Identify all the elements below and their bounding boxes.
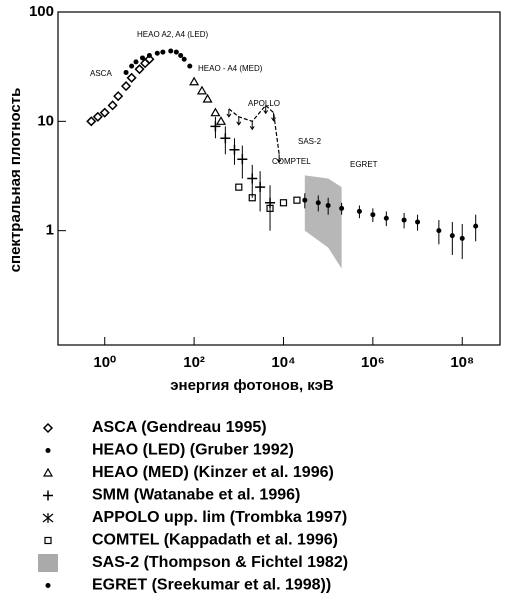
limit-arrow	[263, 105, 269, 115]
point	[173, 49, 179, 55]
point	[202, 93, 213, 103]
legend-label: ASCA (Gendreau 1995)	[92, 419, 267, 436]
point	[279, 199, 288, 207]
point	[133, 59, 139, 65]
point	[255, 182, 266, 193]
legend-label: COMTEL (Kappadath et al. 1996)	[92, 532, 338, 549]
point	[189, 76, 200, 86]
legend-label: HEAO (LED) (Gruber 1992)	[92, 442, 294, 459]
legend-symbol	[38, 554, 58, 572]
band	[304, 175, 342, 269]
legend-symbol	[42, 422, 54, 434]
point	[113, 91, 124, 102]
point	[370, 212, 376, 218]
point	[401, 217, 407, 223]
legend-symbol	[45, 448, 51, 453]
annotation: SAS-2	[298, 137, 322, 146]
limit-line	[228, 104, 280, 155]
x-tick-label: 10⁰	[93, 354, 116, 371]
point	[196, 85, 208, 95]
point	[160, 49, 166, 55]
point	[339, 205, 345, 211]
legend-symbol	[43, 490, 53, 501]
y-axis-label: спектральная плотность	[7, 88, 24, 273]
limit-arrow	[276, 154, 282, 164]
limit-arrow	[236, 116, 242, 126]
point	[210, 121, 221, 132]
annotation: COMPTEL	[272, 157, 311, 166]
point	[229, 144, 240, 155]
point	[473, 223, 479, 229]
x-axis-label: энергия фотонов, кэВ	[170, 377, 334, 394]
point	[107, 100, 118, 111]
legend-label: SMM (Watanabe et al. 1996)	[92, 487, 300, 504]
limit-arrow	[271, 112, 276, 122]
point	[99, 107, 110, 118]
point	[383, 215, 389, 221]
y-tick-label: 1	[46, 222, 54, 239]
annotation: HEAO A2, A4 (LED)	[137, 30, 208, 39]
legend-symbol	[44, 536, 52, 545]
plot-frame	[57, 11, 501, 346]
x-tick-label: 10⁶	[361, 354, 385, 371]
y-tick-label: 10	[37, 112, 54, 129]
point	[215, 116, 227, 125]
annotation: EGRET	[350, 160, 378, 169]
point	[210, 107, 221, 117]
legend-label: EGRET (Sreekumar et al. 1998))	[92, 577, 331, 594]
point	[139, 55, 145, 61]
annotation: ASCA	[90, 69, 112, 78]
legend-symbol	[42, 513, 54, 523]
legend-symbol	[42, 467, 54, 477]
limit-arrow	[249, 121, 255, 131]
point	[178, 53, 184, 59]
point	[235, 183, 243, 191]
legend-label: SAS-2 (Thompson & Fichtel 1982)	[92, 554, 348, 571]
point	[126, 72, 137, 83]
legend-label: APPOLO upp. lim (Trombka 1997)	[92, 509, 347, 526]
annotation: APOLLO	[248, 99, 280, 108]
point	[315, 200, 321, 206]
point	[123, 69, 129, 75]
point	[237, 154, 248, 165]
point	[436, 228, 442, 234]
point	[120, 81, 132, 92]
point	[146, 53, 152, 59]
x-tick-label: 10⁴	[271, 354, 295, 371]
point	[266, 204, 274, 212]
point	[220, 133, 231, 144]
x-tick-label: 10²	[183, 354, 205, 371]
point	[356, 208, 362, 214]
point	[92, 111, 103, 122]
legend-label: HEAO (MED) (Kinzer et al. 1996)	[92, 464, 334, 481]
point	[247, 173, 258, 184]
point	[265, 197, 276, 208]
point	[302, 197, 308, 203]
point	[415, 219, 421, 225]
legend-symbol	[45, 583, 51, 588]
limit-arrow	[226, 108, 232, 118]
point	[187, 63, 193, 69]
point	[134, 64, 145, 75]
point	[129, 63, 135, 69]
point	[325, 202, 331, 208]
point	[181, 56, 187, 62]
point	[248, 194, 256, 202]
annotation: HEAO - A4 (MED)	[198, 64, 263, 73]
point	[154, 50, 160, 56]
point	[168, 48, 174, 54]
point	[86, 116, 97, 127]
y-tick-label: 100	[29, 3, 54, 20]
point	[459, 235, 465, 241]
x-tick-label: 10⁸	[450, 354, 474, 371]
point	[293, 196, 301, 204]
point	[449, 233, 455, 239]
